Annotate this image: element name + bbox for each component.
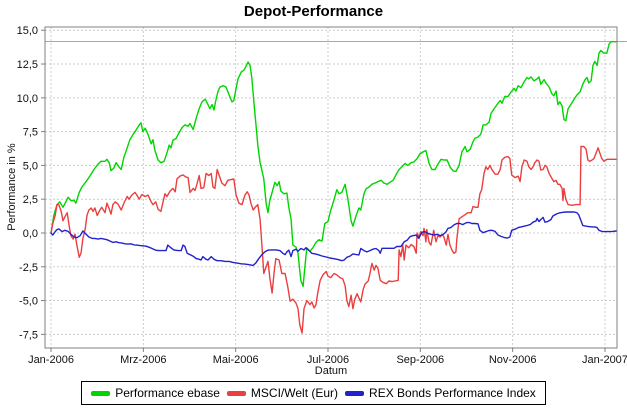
x-tick-label: Mai-2006 — [213, 354, 259, 366]
legend: Performance ebase MSCI/Welt (Eur) REX Bond… — [0, 381, 627, 405]
legend-box: Performance ebase MSCI/Welt (Eur) REX Bond… — [81, 381, 546, 405]
legend-label: REX Bonds Performance Index — [369, 386, 536, 400]
plot-border — [44, 26, 618, 349]
y-tick-label: 0,0 — [23, 228, 38, 240]
x-tick-label: Sep-2006 — [396, 354, 444, 366]
series-line-rex-bonds-performance-index — [50, 211, 617, 267]
y-tick-label: 2,5 — [23, 194, 38, 206]
x-axis-label: Datum — [314, 365, 348, 377]
legend-item-performance-ebase: Performance ebase — [91, 386, 220, 400]
x-tick-label: Jan-2007 — [582, 354, 627, 366]
y-tick-label: -5,0 — [19, 296, 38, 308]
x-tick-label: Mrz-2006 — [120, 354, 166, 366]
x-tick-label: Jan-2006 — [28, 354, 74, 366]
y-tick-label: 5,0 — [23, 160, 38, 172]
legend-swatch-icon — [91, 390, 111, 396]
x-tick-label: Jul-2006 — [307, 354, 349, 366]
legend-item-msci-welt-eur-: MSCI/Welt (Eur) — [226, 386, 339, 400]
y-tick-label: 7,5 — [23, 127, 38, 139]
y-tick-label: 10,0 — [17, 93, 38, 105]
y-tick-label: 15,0 — [17, 25, 38, 37]
x-tick-label: Nov-2006 — [489, 354, 537, 366]
legend-label: MSCI/Welt (Eur) — [250, 386, 339, 400]
y-tick-label: 12,5 — [17, 59, 38, 71]
series-line-performance-ebase — [50, 41, 617, 288]
legend-swatch-icon — [345, 390, 365, 396]
legend-item-rex-bonds-performance-index: REX Bonds Performance Index — [345, 386, 536, 400]
y-tick-label: -7,5 — [19, 329, 38, 341]
y-tick-label: -2,5 — [19, 262, 38, 274]
series-line-msci-welt-eur- — [50, 145, 617, 334]
legend-label: Performance ebase — [115, 386, 220, 400]
chart-title: Depot-Performance — [243, 3, 384, 20]
legend-swatch-icon — [226, 390, 246, 396]
